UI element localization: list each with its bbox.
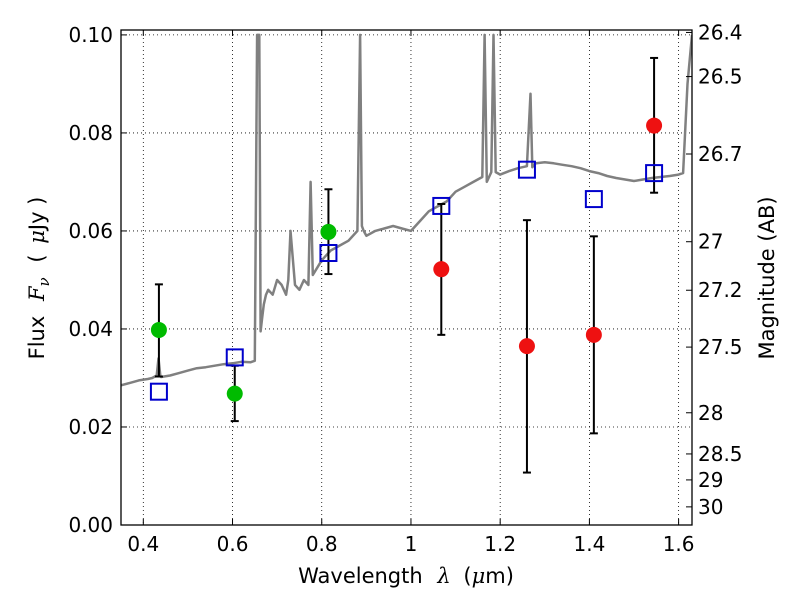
- x-tick-label: 1: [405, 532, 418, 556]
- y2-tick-label: 30: [698, 495, 723, 519]
- observed-flux-point: [226, 385, 243, 402]
- observed-flux-point: [320, 223, 337, 240]
- observed-flux-point: [433, 261, 450, 278]
- axes: 0.4 0.6 0.8 1 1.2 1.4 1.6 0.00 0.02 0.04 0.06 0.08 0…: [68, 20, 742, 556]
- y-tick-label: 0.06: [68, 219, 113, 243]
- y2-tick-label: 26.5: [698, 65, 743, 89]
- y2-tick-label: 26.4: [698, 20, 743, 44]
- y-axis-title: Flux Fν ( μJy ): [25, 197, 54, 360]
- x-tick-label: 1.6: [663, 532, 695, 556]
- y2-tick-label: 28.5: [698, 442, 743, 466]
- model-photometry-square: [517, 160, 536, 179]
- y-tick-label: 0.08: [68, 121, 113, 145]
- x-tick-label: 1.2: [484, 532, 516, 556]
- observed-flux-point: [585, 326, 602, 343]
- model-photometry-square: [225, 348, 244, 367]
- x-tick-label: 0.6: [217, 532, 249, 556]
- y2-tick-label: 27.2: [698, 278, 743, 302]
- x-tick-label: 1.4: [573, 532, 605, 556]
- model-photometry-square: [432, 196, 451, 215]
- y-tick-label: 0.02: [68, 415, 113, 439]
- y-tick-label: 0.00: [68, 513, 113, 537]
- y2-tick-label: 27.5: [698, 335, 743, 359]
- model-photometry-square: [645, 164, 664, 183]
- y2-axis-title: Magnitude (AB): [755, 196, 779, 359]
- y2-tick-label: 27: [698, 230, 723, 254]
- model-spectrum-line: [121, 33, 692, 387]
- model-photometry-square: [584, 190, 603, 209]
- y2-tick-label: 29: [698, 468, 723, 492]
- observed-flux-point: [150, 321, 167, 338]
- y-tick-label: 0.04: [68, 317, 113, 341]
- x-tick-label: 0.8: [306, 532, 338, 556]
- y2-tick-label: 28: [698, 401, 723, 425]
- grid: [121, 30, 692, 526]
- observed-flux-point: [646, 117, 663, 134]
- y2-tick-label: 26.7: [698, 142, 743, 166]
- plot-frame: [120, 29, 693, 526]
- model-photometry-square: [149, 382, 168, 401]
- model-photometry-square: [319, 243, 338, 262]
- x-axis-title: Wavelength λ (μm): [298, 564, 514, 588]
- y-tick-label: 0.10: [68, 23, 113, 47]
- x-tick-label: 0.4: [127, 532, 159, 556]
- data-marks: [149, 56, 664, 474]
- observed-flux-point: [518, 338, 535, 355]
